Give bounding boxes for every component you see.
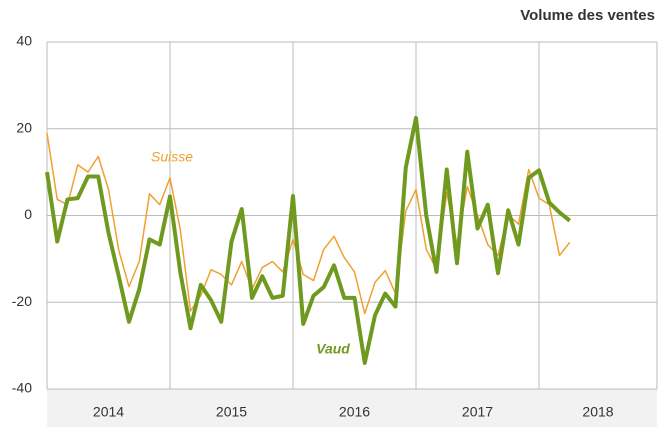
y-tick-label: 40 bbox=[16, 33, 32, 49]
series-label: Vaud bbox=[316, 341, 350, 357]
x-axis-band bbox=[47, 389, 657, 427]
y-tick-label: -20 bbox=[12, 293, 32, 309]
series-label: Suisse bbox=[151, 149, 193, 165]
x-tick-label: 2017 bbox=[462, 404, 493, 420]
x-tick-label: 2018 bbox=[582, 404, 613, 420]
x-tick-label: 2015 bbox=[216, 404, 247, 420]
chart-title: Volume des ventes bbox=[520, 7, 655, 24]
y-tick-label: 20 bbox=[16, 119, 32, 135]
x-tick-label: 2014 bbox=[93, 404, 124, 420]
series-line bbox=[45, 115, 572, 365]
x-tick-label: 2016 bbox=[339, 404, 370, 420]
y-tick-label: 0 bbox=[24, 206, 32, 222]
y-tick-label: -40 bbox=[12, 380, 32, 396]
series-line bbox=[46, 132, 571, 315]
